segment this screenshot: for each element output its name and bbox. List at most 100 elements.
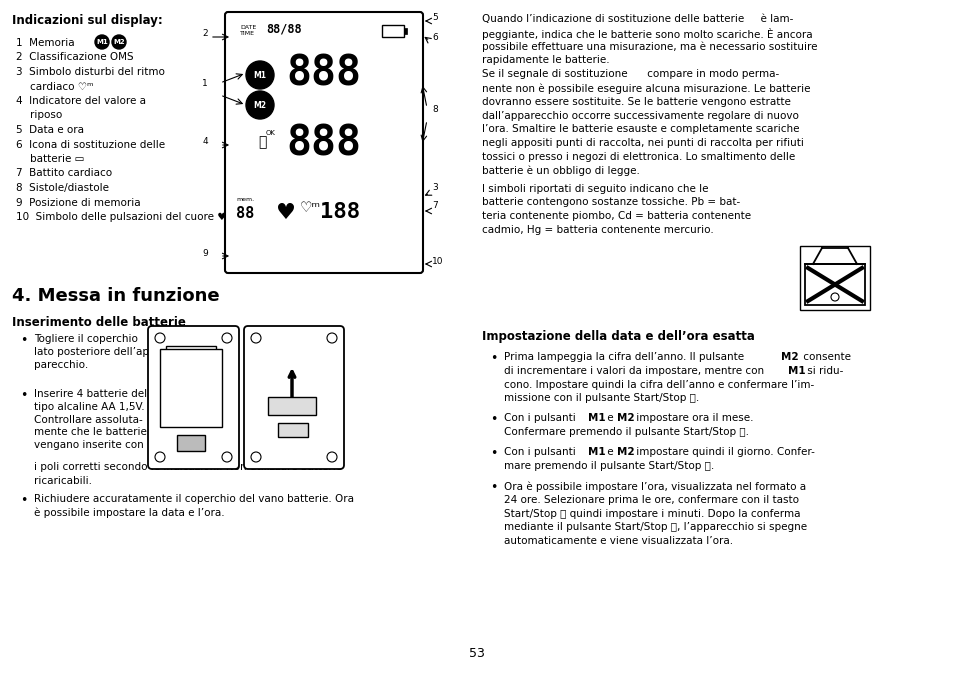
Text: •: • [490,447,497,460]
Circle shape [251,452,261,462]
Circle shape [327,452,336,462]
Bar [403,28,407,34]
Text: mem.: mem. [235,197,253,202]
Text: Hg: Hg [850,300,862,309]
Text: 9: 9 [202,248,208,257]
Text: Confermare premendo il pulsante Start/Stop ⓘ.: Confermare premendo il pulsante Start/St… [503,427,748,437]
Text: 2  Classificazione OMS: 2 Classificazione OMS [16,53,133,63]
Text: 7: 7 [432,202,437,211]
Text: di incrementare i valori da impostare, mentre con: di incrementare i valori da impostare, m… [503,366,766,376]
Text: 5  Data e ora: 5 Data e ora [16,125,84,135]
Text: consente: consente [800,352,850,362]
Text: M2: M2 [781,352,798,362]
Circle shape [327,333,336,343]
Circle shape [154,333,165,343]
Text: Prima lampeggia la cifra dell’anno. Il pulsante: Prima lampeggia la cifra dell’anno. Il p… [503,352,746,362]
Text: missione con il pulsante Start/Stop ⓘ.: missione con il pulsante Start/Stop ⓘ. [503,394,699,404]
Text: 9  Posizione di memoria: 9 Posizione di memoria [16,198,140,207]
Text: 8  Sistole/diastole: 8 Sistole/diastole [16,183,109,193]
Text: batterie ▭: batterie ▭ [30,154,84,164]
Text: 7  Battito cardiaco: 7 Battito cardiaco [16,169,112,178]
Circle shape [95,35,109,49]
Text: Inserire 4 batterie del
tipo alcaline AA 1,5V.
Controllare assoluta-
mente che l: Inserire 4 batterie del tipo alcaline AA… [34,389,147,450]
Text: 1: 1 [202,80,208,88]
Bar [268,397,315,415]
Text: •: • [20,389,28,402]
Text: M2: M2 [617,413,634,423]
Text: cadmio, Hg = batteria contenente mercurio.: cadmio, Hg = batteria contenente mercuri… [481,225,713,235]
Text: mediante il pulsante Start/Stop ⓘ, l’apparecchio si spegne: mediante il pulsante Start/Stop ⓘ, l’app… [503,522,806,533]
Text: M1: M1 [96,39,108,45]
Text: Ora è possibile impostare l’ora, visualizzata nel formato a: Ora è possibile impostare l’ora, visuali… [503,481,805,491]
Bar [166,346,215,368]
Text: •: • [490,413,497,426]
Text: dovranno essere sostituite. Se le batterie vengono estratte: dovranno essere sostituite. Se le batter… [481,97,790,107]
Text: e: e [603,413,617,423]
Text: 8: 8 [432,105,437,115]
Text: 53: 53 [469,647,484,660]
Text: impostare ora il mese.: impostare ora il mese. [633,413,753,423]
Text: cardiaco ♡ᵐ: cardiaco ♡ᵐ [30,82,93,92]
Text: Quando l’indicazione di sostituzione delle batterie     è lam-: Quando l’indicazione di sostituzione del… [481,14,793,24]
Text: 3: 3 [432,184,437,192]
Text: Con i pulsanti: Con i pulsanti [503,413,578,423]
Text: 4. Messa in funzione: 4. Messa in funzione [12,287,219,305]
Circle shape [112,35,126,49]
Text: rapidamente le batterie.: rapidamente le batterie. [481,55,609,65]
FancyBboxPatch shape [804,264,864,305]
Circle shape [251,333,261,343]
Text: 888: 888 [286,123,360,165]
Text: riposo: riposo [30,111,62,121]
Text: 88: 88 [235,206,254,221]
Text: Indicazioni sul display:: Indicazioni sul display: [12,14,163,27]
Text: •: • [20,494,28,507]
Text: 188: 188 [319,202,359,222]
Text: automaticamente e viene visualizzata l’ora.: automaticamente e viene visualizzata l’o… [503,536,732,546]
Text: ricaricabili.: ricaricabili. [34,476,91,486]
Bar [800,246,869,310]
Text: si ridu-: si ridu- [803,366,842,376]
Text: 2: 2 [202,30,208,38]
Circle shape [222,333,232,343]
Circle shape [246,61,274,89]
FancyBboxPatch shape [225,12,422,273]
Text: OK: OK [266,130,275,136]
Text: M1: M1 [253,70,266,80]
Circle shape [154,452,165,462]
Text: •: • [20,334,28,347]
Bar [277,423,308,437]
Text: Cd: Cd [825,300,837,309]
Text: batterie è un obbligo di legge.: batterie è un obbligo di legge. [481,166,639,176]
Bar [160,349,222,427]
Text: M1: M1 [787,366,804,376]
Text: impostare quindi il giorno. Confer-: impostare quindi il giorno. Confer- [633,447,814,457]
Text: Inserimento delle batterie: Inserimento delle batterie [12,316,186,329]
Text: •: • [490,352,497,365]
Text: •: • [490,481,497,494]
Text: DATE
TIME: DATE TIME [240,25,256,36]
Text: 4  Indicatore del valore a: 4 Indicatore del valore a [16,96,146,106]
Text: M2: M2 [617,447,634,457]
Text: 6: 6 [432,34,437,43]
Text: è possibile impostare la data e l’ora.: è possibile impostare la data e l’ora. [34,508,224,518]
Text: 5: 5 [432,14,437,22]
Text: teria contenente piombo, Cd = batteria contenente: teria contenente piombo, Cd = batteria c… [481,211,750,221]
Text: Pb: Pb [802,300,813,309]
Text: peggiante, indica che le batterie sono molto scariche. È ancora: peggiante, indica che le batterie sono m… [481,28,812,40]
Text: 4: 4 [202,138,208,146]
Text: I simboli riportati di seguito indicano che le: I simboli riportati di seguito indicano … [481,184,708,194]
Text: mare premendo il pulsante Start/Stop ⓘ.: mare premendo il pulsante Start/Stop ⓘ. [503,461,714,470]
Text: batterie contengono sostanze tossiche. Pb = bat-: batterie contengono sostanze tossiche. P… [481,197,740,207]
Circle shape [222,452,232,462]
Text: 1  Memoria: 1 Memoria [16,38,74,48]
Text: 10: 10 [432,256,443,265]
Text: Se il segnale di sostituzione      compare in modo perma-: Se il segnale di sostituzione compare in… [481,70,779,79]
Text: tossici o presso i negozi di elettronica. Lo smaltimento delle: tossici o presso i negozi di elettronica… [481,152,795,162]
FancyBboxPatch shape [148,326,239,469]
Text: Con i pulsanti: Con i pulsanti [503,447,578,457]
Text: 888: 888 [286,53,360,95]
Text: Togliere il coperchio
lato posteriore dell’ap-
parecchio.: Togliere il coperchio lato posteriore de… [34,334,152,370]
Text: ♥: ♥ [275,203,295,223]
Text: Start/Stop ⓘ quindi impostare i minuti. Dopo la conferma: Start/Stop ⓘ quindi impostare i minuti. … [503,508,800,518]
Text: possibile effettuare una misurazione, ma è necessario sostituire: possibile effettuare una misurazione, ma… [481,42,817,52]
